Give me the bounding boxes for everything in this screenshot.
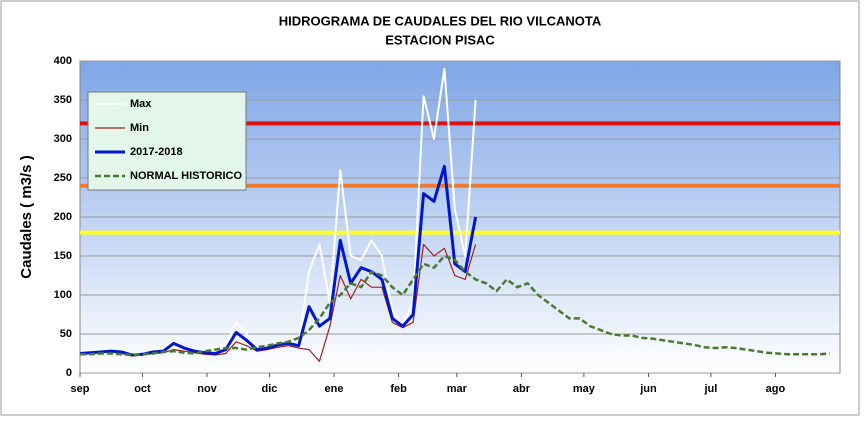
y-tick-label: 250 bbox=[54, 172, 72, 184]
x-tick-label: abr bbox=[513, 383, 531, 395]
y-tick-label: 100 bbox=[54, 289, 72, 301]
y-tick-label: 150 bbox=[54, 250, 72, 262]
x-tick-label: jun bbox=[639, 383, 657, 395]
y-tick-label: 350 bbox=[54, 94, 72, 106]
legend-label: 2017-2018 bbox=[130, 146, 183, 158]
legend: Max Min 2017-2018 NORMAL HISTORICO bbox=[87, 91, 247, 191]
chart-title: HIDROGRAMA DE CAUDALES DEL RIO VILCANOTA bbox=[279, 13, 602, 28]
x-tick-label: dic bbox=[262, 383, 278, 395]
legend-label: Max bbox=[130, 98, 152, 110]
x-tick-label: feb bbox=[390, 383, 407, 395]
legend-label: Min bbox=[130, 122, 149, 134]
y-tick-label: 400 bbox=[54, 55, 72, 67]
y-tick-label: 300 bbox=[54, 133, 72, 145]
y-tick-label: 50 bbox=[60, 328, 72, 340]
x-tick-label: may bbox=[573, 383, 596, 395]
x-tick-label: ene bbox=[325, 383, 344, 395]
x-tick-label: oct bbox=[134, 383, 151, 395]
legend-label: NORMAL HISTORICO bbox=[130, 170, 242, 182]
x-tick-label: nov bbox=[197, 383, 217, 395]
y-tick-label: 0 bbox=[66, 367, 72, 379]
legend-box bbox=[87, 91, 247, 191]
series-line bbox=[80, 254, 830, 357]
x-tick-label: jul bbox=[703, 383, 717, 395]
y-axis-label: Caudales ( m3/s ) bbox=[18, 155, 35, 278]
y-tick-label: 200 bbox=[54, 211, 72, 223]
chart-subtitle: ESTACION PISAC bbox=[385, 32, 495, 47]
x-tick-label: sep bbox=[71, 383, 90, 395]
x-tick-label: mar bbox=[447, 383, 468, 395]
x-tick-label: ago bbox=[766, 383, 786, 395]
